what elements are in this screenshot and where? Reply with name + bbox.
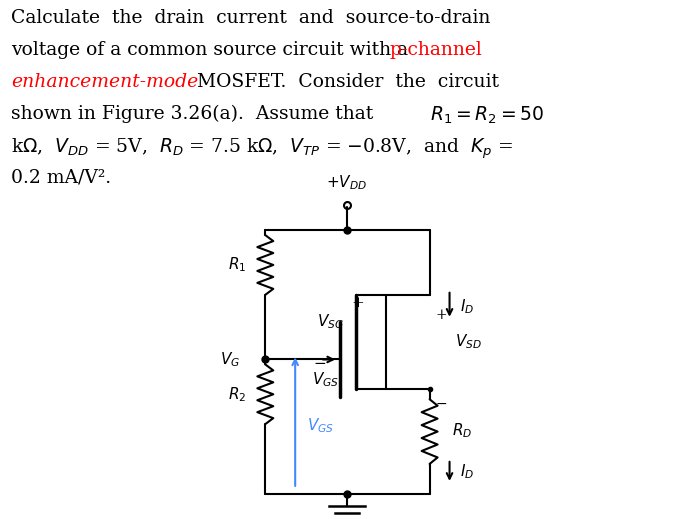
Text: p-channel: p-channel (390, 41, 483, 59)
Text: $R_2$: $R_2$ (228, 385, 247, 404)
Text: $V_{SD}$: $V_{SD}$ (454, 332, 481, 351)
Text: −: − (314, 358, 326, 372)
Text: $V_{GS}$: $V_{GS}$ (307, 417, 334, 435)
Text: $R_D$: $R_D$ (452, 422, 472, 441)
Text: $I_D$: $I_D$ (460, 297, 474, 316)
Text: $V_{GS}$: $V_{GS}$ (311, 370, 338, 389)
Text: −: − (436, 397, 447, 411)
Text: enhancement-mode: enhancement-mode (12, 73, 199, 91)
Text: MOSFET.  Consider  the  circuit: MOSFET. Consider the circuit (191, 73, 498, 91)
Text: 0.2 mA/V².: 0.2 mA/V². (12, 169, 111, 186)
Text: $V_G$: $V_G$ (220, 350, 241, 369)
Text: $R_1$: $R_1$ (228, 256, 247, 275)
Text: k$\Omega$,  $V_{DD}$ = 5V,  $R_D$ = 7.5 k$\Omega$,  $V_{TP}$ = $-$0.8V,  and  $K: k$\Omega$, $V_{DD}$ = 5V, $R_D$ = 7.5 k$… (12, 136, 513, 161)
Text: Calculate  the  drain  current  and  source-to-drain: Calculate the drain current and source-t… (12, 9, 491, 28)
Text: +: + (436, 308, 447, 322)
Text: voltage of a common source circuit with a: voltage of a common source circuit with … (12, 41, 414, 59)
Text: $V_{SG}$: $V_{SG}$ (317, 312, 344, 331)
Text: shown in Figure 3.26(a).  Assume that: shown in Figure 3.26(a). Assume that (12, 105, 380, 123)
Text: $R_1 = R_2 = 50$: $R_1 = R_2 = 50$ (430, 105, 544, 126)
Text: $I_D$: $I_D$ (460, 462, 474, 481)
Text: +: + (352, 296, 364, 310)
Text: $+V_{DD}$: $+V_{DD}$ (326, 174, 367, 193)
